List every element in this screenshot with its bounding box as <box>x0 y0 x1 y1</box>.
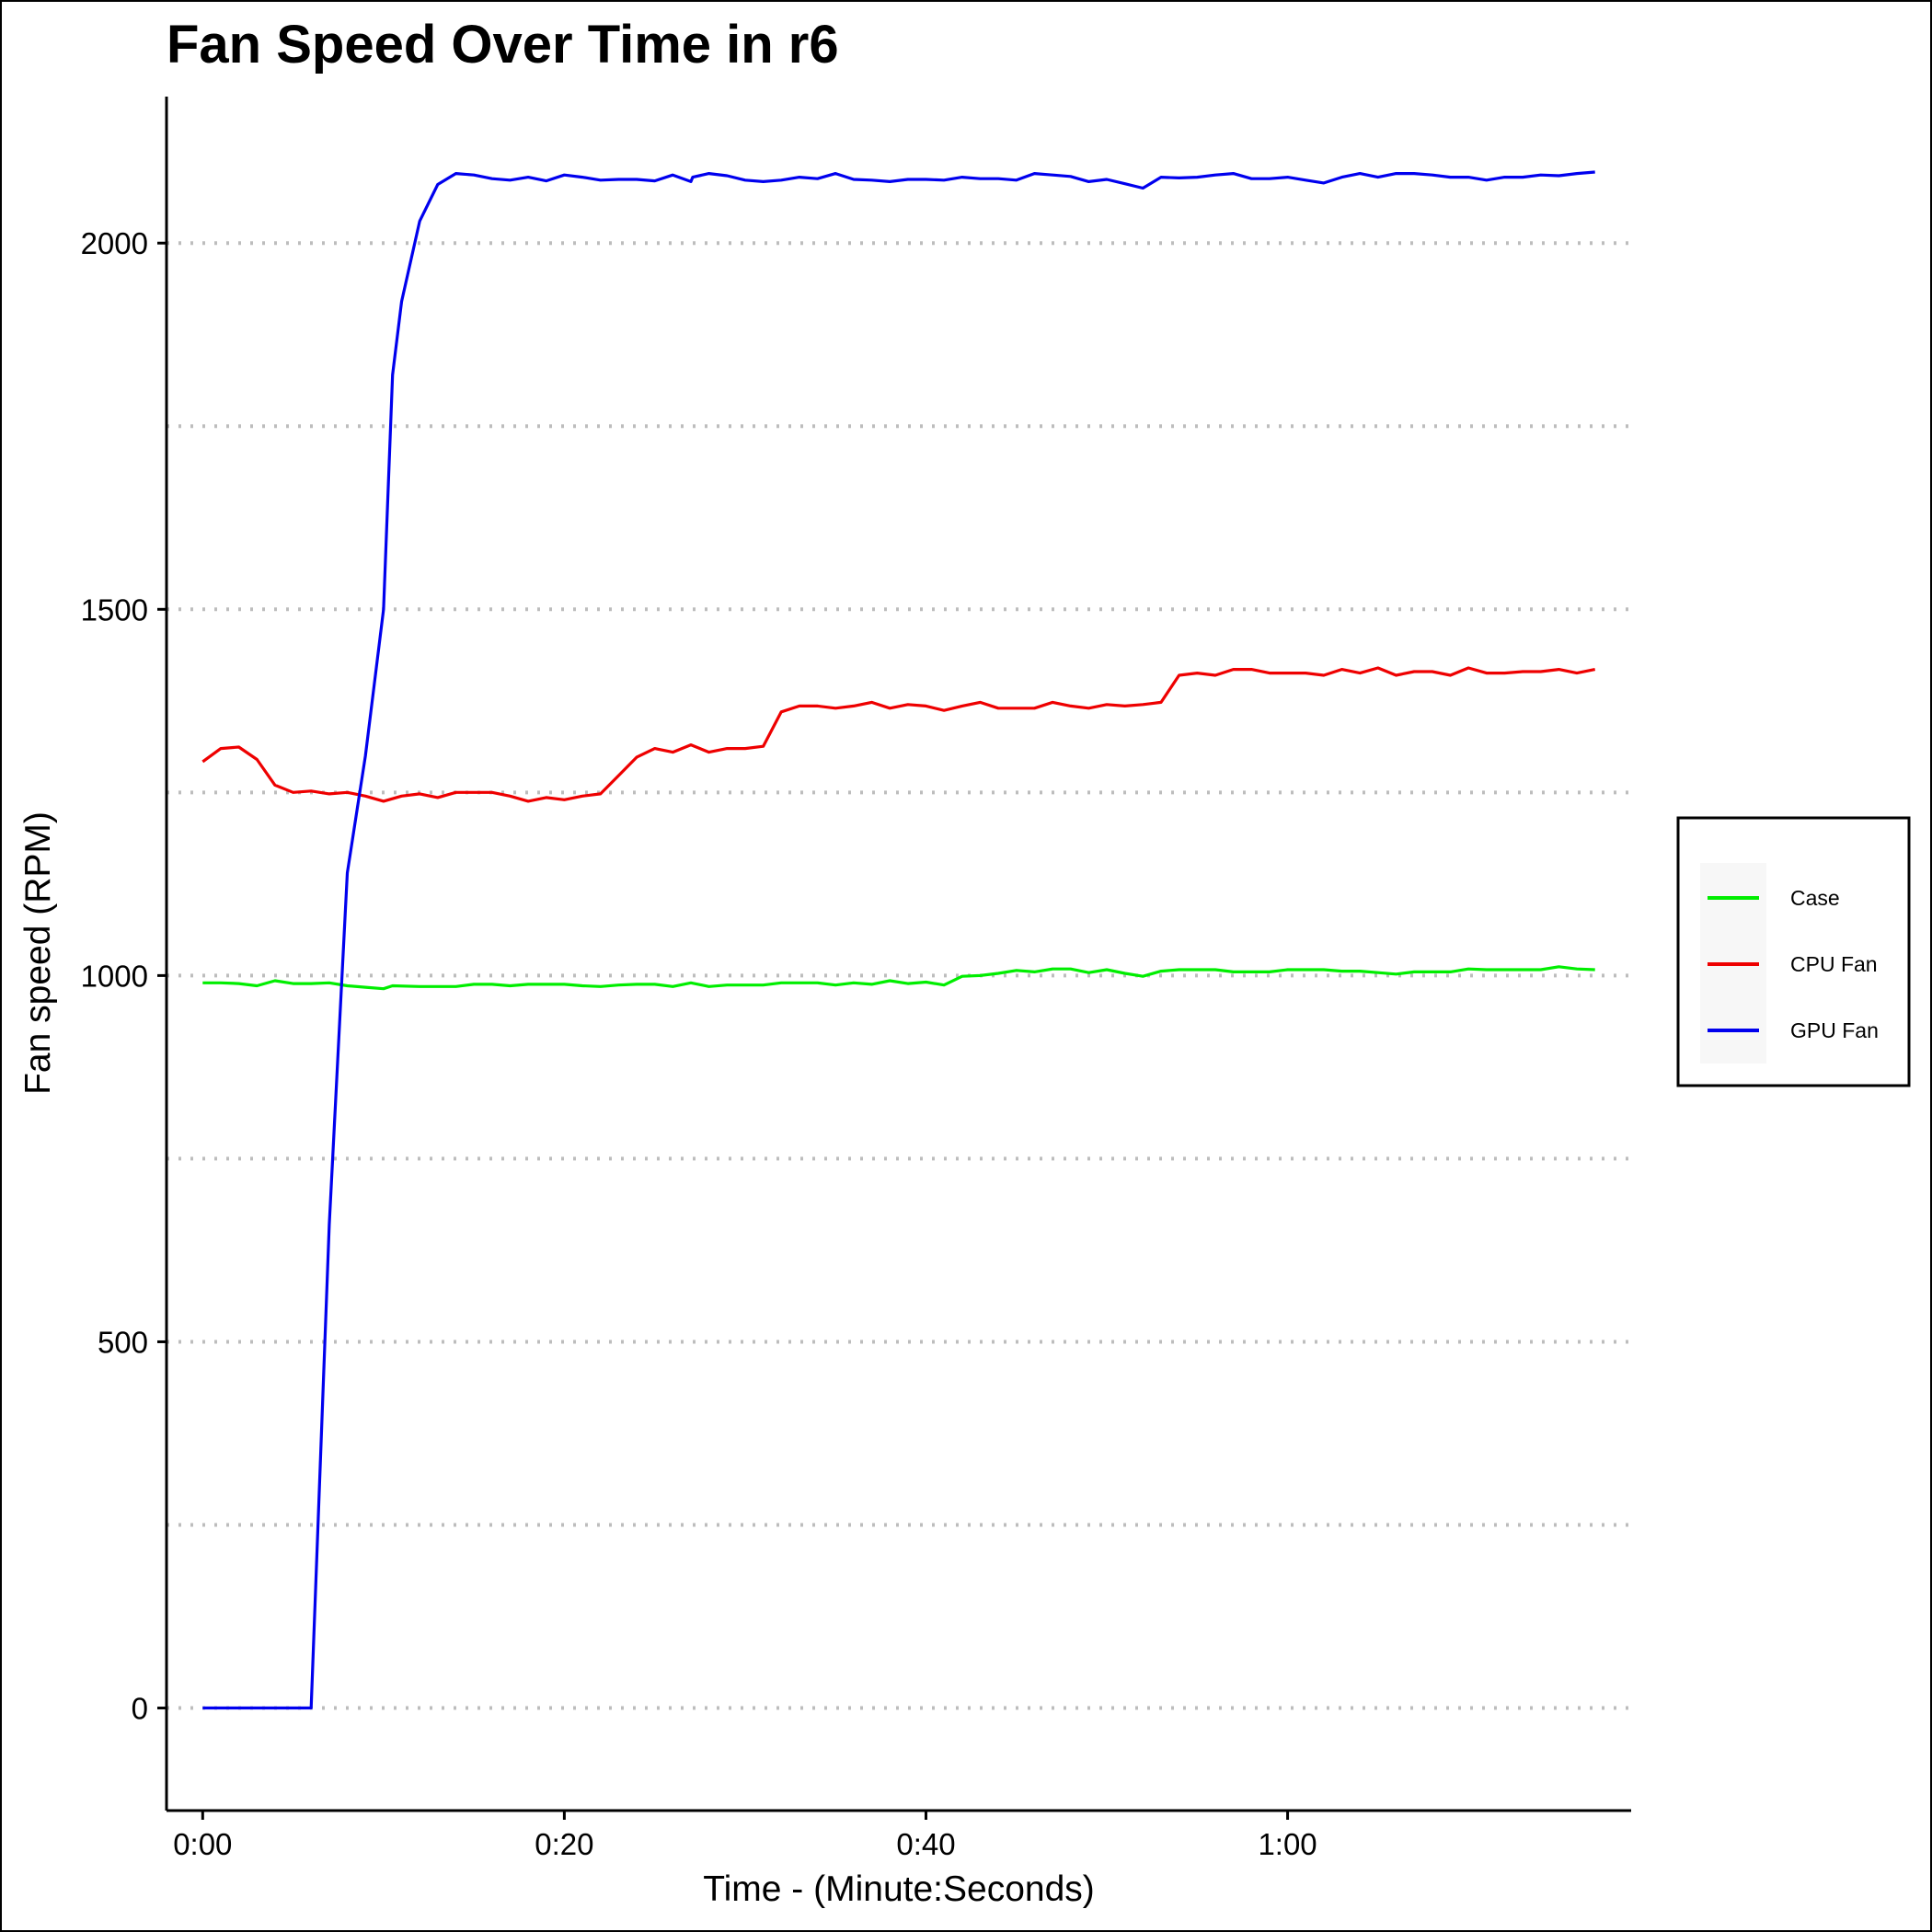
x-tick-label: 0:40 <box>896 1827 955 1861</box>
y-tick-label: 500 <box>98 1325 148 1359</box>
y-axis-ticks: 0 500 1000 1500 2000 <box>81 226 167 1726</box>
x-axis-title: Time - (Minute:Seconds) <box>703 1869 1095 1909</box>
legend-label-cpu-fan: CPU Fan <box>1790 952 1878 976</box>
series-lines <box>201 170 1596 1710</box>
legend: Case CPU Fan GPU Fan <box>1676 816 1911 1087</box>
series-line-cpu-fan <box>201 666 1596 803</box>
legend-label-case: Case <box>1790 886 1840 910</box>
gridlines <box>167 241 1631 1710</box>
y-axis-title: Fan speed (RPM) <box>18 811 58 1095</box>
x-tick-label: 0:00 <box>173 1827 232 1861</box>
legend-label-gpu-fan: GPU Fan <box>1790 1018 1879 1042</box>
y-tick-label: 1500 <box>81 592 148 627</box>
x-axis-ticks: 0:00 0:20 0:40 1:00 <box>173 1811 1317 1861</box>
x-tick-label: 0:20 <box>535 1827 593 1861</box>
legend-items: Case CPU Fan GPU Fan <box>1708 886 1879 1042</box>
series-line-case <box>202 965 1595 991</box>
y-tick-label: 2000 <box>81 226 148 260</box>
chart-title: Fan Speed Over Time in r6 <box>167 15 839 75</box>
y-tick-label: 1000 <box>81 959 148 993</box>
y-tick-label: 0 <box>132 1692 148 1726</box>
x-tick-label: 1:00 <box>1258 1827 1317 1861</box>
series-line-gpu-fan <box>202 170 1595 1710</box>
